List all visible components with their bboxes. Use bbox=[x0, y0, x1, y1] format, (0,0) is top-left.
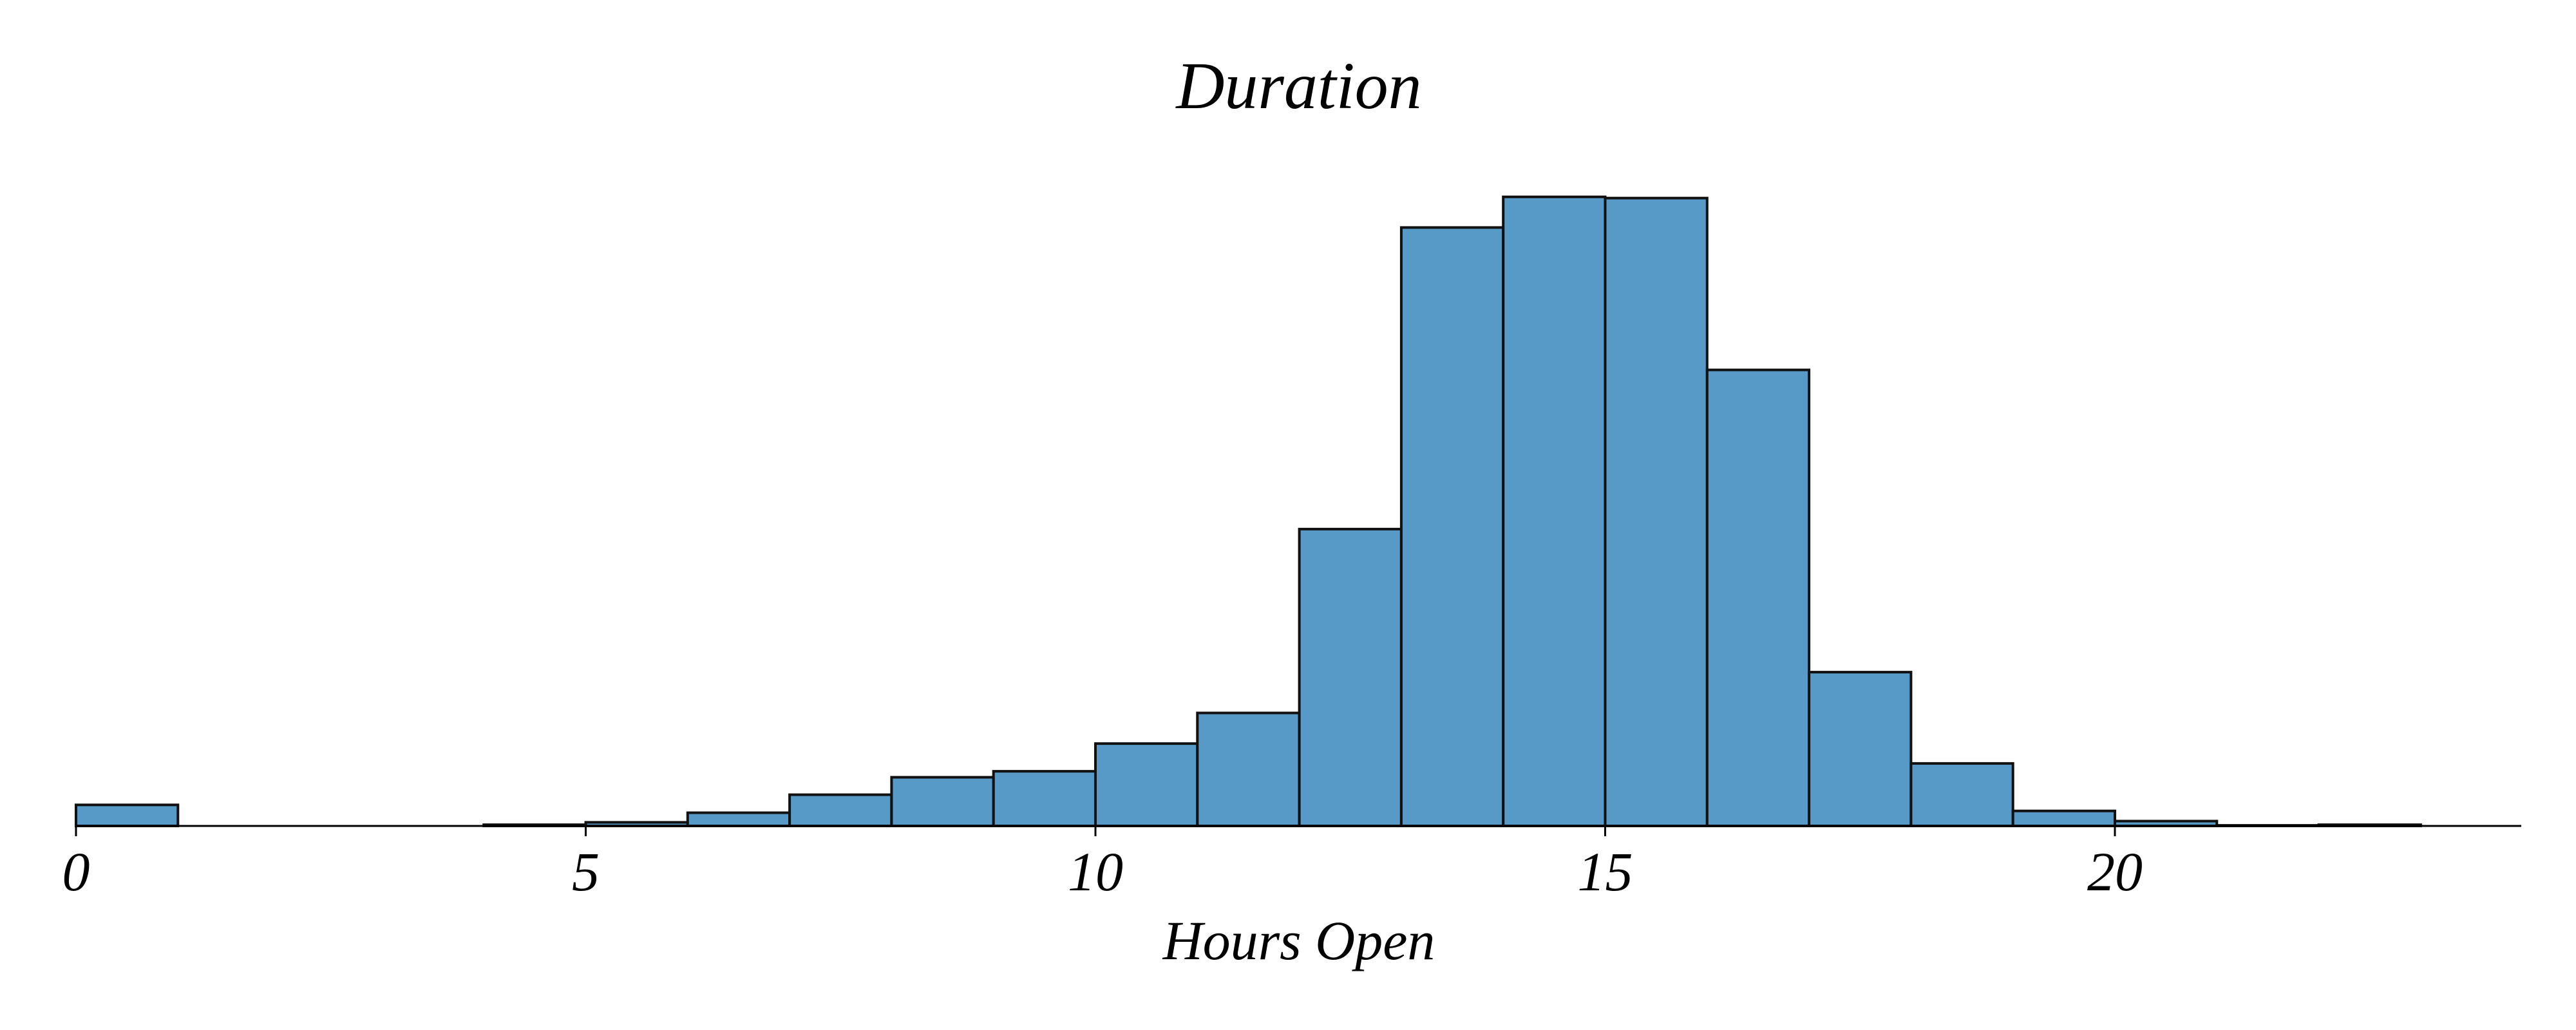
histogram-bar-14-15 bbox=[1502, 195, 1607, 827]
x-axis-label: Hours Open bbox=[1162, 910, 1435, 971]
histogram-bar-18-19 bbox=[1909, 762, 2014, 828]
histogram-bar-15-16 bbox=[1604, 196, 1709, 827]
histogram-bar-9-10 bbox=[992, 770, 1097, 827]
histogram-bar-11-12 bbox=[1196, 711, 1301, 827]
x-tick-label-10: 10 bbox=[1068, 841, 1123, 903]
histogram-bar-6-7 bbox=[686, 811, 791, 827]
chart-title: Duration bbox=[1175, 49, 1421, 123]
histogram-bar-8-9 bbox=[890, 776, 995, 828]
histogram-bar-12-13 bbox=[1298, 527, 1403, 828]
x-tick-label-0: 0 bbox=[62, 841, 90, 903]
histogram-bar-16-17 bbox=[1705, 368, 1811, 827]
x-ticks-layer: 0 5 10 15 20 bbox=[62, 826, 2143, 903]
x-tick-label-20: 20 bbox=[2087, 841, 2143, 903]
histogram-bar-7-8 bbox=[788, 793, 893, 827]
histogram-bar-19-20 bbox=[2011, 809, 2116, 827]
x-tick-label-15: 15 bbox=[1578, 841, 1633, 903]
x-tick-label-5: 5 bbox=[572, 841, 600, 903]
histogram-bar-13-14 bbox=[1399, 226, 1505, 827]
histogram-bar-10-11 bbox=[1094, 742, 1199, 827]
histogram-bar-17-18 bbox=[1808, 671, 1913, 827]
bars-layer bbox=[75, 195, 2422, 828]
histogram-bar-0-1 bbox=[75, 803, 180, 828]
